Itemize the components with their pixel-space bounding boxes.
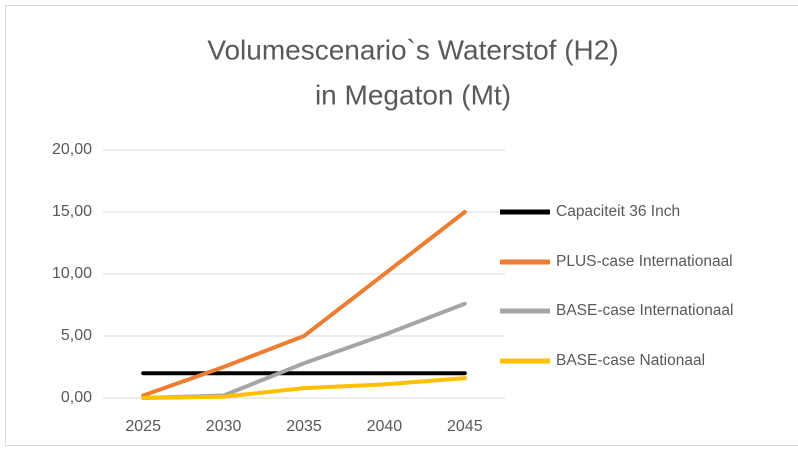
legend-label: Capaciteit 36 Inch: [556, 203, 680, 220]
legend-label: PLUS-case Internationaal: [556, 253, 733, 270]
legend-label: BASE-case Nationaal: [556, 352, 705, 369]
chart-subtitle: in Megaton (Mt): [315, 79, 511, 110]
y-tick-label: 20,00: [52, 141, 92, 158]
y-tick-label: 5,00: [61, 327, 92, 344]
chart-frame: [5, 5, 798, 446]
line-series: [141, 210, 467, 398]
x-tick-label: 2025: [125, 418, 161, 435]
x-tick-label: 2030: [206, 418, 242, 435]
x-tick-label: 2045: [447, 418, 483, 435]
y-tick-label: 0,00: [61, 389, 92, 406]
x-tick-label: 2035: [286, 418, 322, 435]
y-tick-label: 10,00: [52, 265, 92, 282]
line-series: [141, 376, 467, 400]
x-tick-label: 2040: [367, 418, 403, 435]
legend-label: BASE-case Internationaal: [556, 302, 734, 319]
y-tick-label: 15,00: [52, 203, 92, 220]
chart-title: Volumescenario`s Waterstof (H2): [207, 34, 618, 65]
